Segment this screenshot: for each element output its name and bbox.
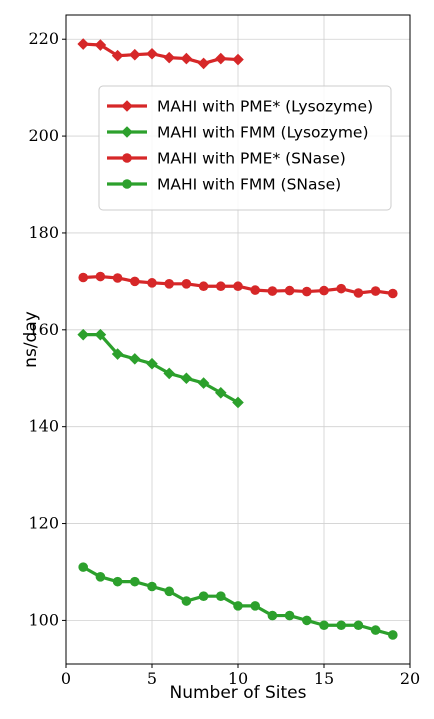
legend-box	[98, 85, 392, 211]
series-line	[83, 42, 239, 66]
data-point	[77, 38, 89, 50]
data-point	[302, 286, 312, 297]
series-line	[83, 333, 239, 404]
data-point	[146, 47, 158, 60]
y-tick-label: 180	[28, 223, 59, 242]
data-point	[319, 620, 329, 631]
data-point	[78, 272, 88, 283]
data-point	[250, 601, 260, 611]
data-point	[198, 591, 209, 601]
data-point	[284, 285, 295, 296]
data-point	[180, 372, 193, 385]
y-tick-label: 200	[28, 126, 59, 145]
y-axis-label: ns/day	[21, 311, 41, 368]
data-point	[216, 281, 226, 292]
data-point	[147, 581, 157, 592]
legend: MAHI with PME* (Lysozyme) MAHI with FMM (…	[98, 85, 392, 211]
x-tick-label: 15	[314, 669, 334, 688]
y-tick-label: 160	[28, 320, 59, 339]
legend-label: MAHI with FMM (SNase)	[157, 176, 341, 194]
data-point	[130, 576, 140, 587]
x-tick-label: 10	[228, 669, 248, 688]
data-point	[370, 286, 381, 296]
data-point	[146, 357, 158, 370]
data-point	[77, 328, 89, 341]
legend-entry: MAHI with PME* (Lysozyme)	[107, 98, 373, 116]
x-tick-label: 20	[400, 669, 420, 688]
data-point	[215, 52, 227, 65]
data-point	[336, 620, 347, 631]
data-point	[353, 620, 364, 631]
data-point	[94, 39, 107, 51]
data-point	[267, 286, 278, 296]
data-point	[180, 52, 193, 65]
data-point	[215, 386, 227, 399]
data-point	[250, 285, 260, 295]
data-point	[302, 615, 312, 626]
data-point	[129, 353, 141, 365]
x-tick-label: 5	[147, 669, 157, 688]
data-point	[370, 625, 381, 635]
legend-label: MAHI with PME* (SNase)	[157, 150, 346, 168]
data-point	[130, 276, 140, 287]
data-point	[353, 288, 364, 298]
legend-label: MAHI with FMM (Lysozyme)	[157, 124, 369, 142]
data-point	[112, 273, 123, 283]
data-point	[216, 591, 226, 601]
x-axis-label: Number of Sites	[170, 683, 307, 703]
data-point	[284, 610, 295, 621]
data-point	[267, 610, 278, 621]
data-point	[147, 278, 157, 288]
data-point	[336, 283, 347, 294]
data-point	[111, 348, 124, 360]
data-point	[163, 51, 175, 64]
data-point	[232, 53, 244, 66]
legend-entry: MAHI with FMM (SNase)	[107, 176, 341, 194]
series-1	[77, 38, 244, 70]
data-point	[181, 596, 192, 606]
legend-marker	[122, 179, 132, 189]
legend-entry: MAHI with PME* (SNase)	[107, 150, 346, 168]
y-tick-label: 220	[28, 29, 59, 48]
series-2	[77, 328, 244, 409]
data-point	[232, 396, 244, 409]
series-lines	[77, 38, 398, 640]
data-point	[388, 630, 398, 640]
legend-marker	[122, 153, 132, 163]
legend-marker	[121, 100, 133, 112]
data-point	[95, 572, 106, 582]
data-point	[233, 281, 243, 292]
series-3	[78, 271, 398, 299]
data-point	[95, 271, 106, 282]
data-point	[388, 288, 398, 299]
y-tick-label: 120	[28, 514, 59, 533]
data-point	[319, 285, 329, 296]
data-point	[129, 48, 141, 61]
x-tick-label: 0	[61, 669, 71, 688]
data-point	[164, 279, 174, 289]
legend-entry: MAHI with FMM (Lysozyme)	[107, 124, 369, 142]
data-point	[164, 586, 174, 597]
data-point	[198, 281, 209, 292]
y-tick-label: 140	[28, 417, 59, 436]
data-point	[197, 377, 210, 389]
y-tick-label: 100	[28, 610, 59, 629]
data-point	[111, 49, 124, 62]
data-point	[233, 601, 243, 611]
data-point	[112, 576, 123, 587]
data-point	[181, 279, 192, 289]
series-4	[78, 562, 398, 640]
data-point	[78, 562, 88, 572]
data-point	[197, 57, 210, 70]
data-point	[163, 367, 175, 380]
legend-marker	[121, 126, 133, 138]
legend-label: MAHI with PME* (Lysozyme)	[157, 98, 373, 116]
data-point	[94, 328, 107, 341]
tick-labels: 0 5 10 15 20 100 120 140 160 180 200 220	[28, 29, 420, 688]
